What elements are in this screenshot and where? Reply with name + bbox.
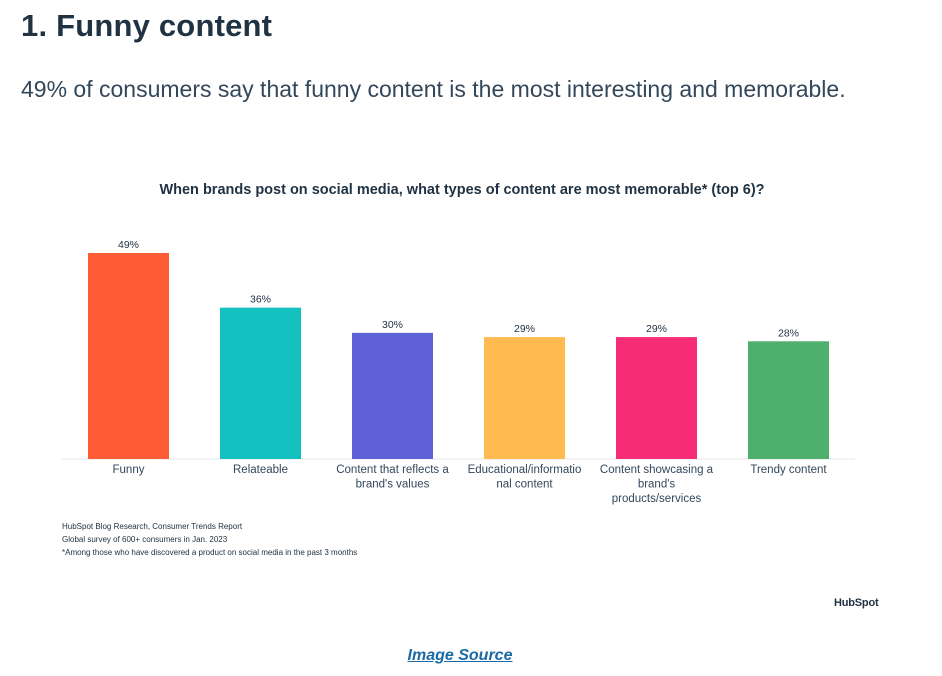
data-label-3: 29% <box>514 323 535 335</box>
data-label-2: 30% <box>382 319 403 331</box>
category-label-0: Funny <box>113 464 145 476</box>
data-label-5: 28% <box>778 327 799 339</box>
article-heading: 1. Funny content <box>21 8 273 43</box>
bar-2 <box>352 332 433 459</box>
category-label-4: Content showcasing a brand's products/serv… <box>600 464 714 505</box>
bar-1 <box>220 307 301 459</box>
bar-chart: 49% Funny 36% Relateable 30% Content that ref… <box>62 239 855 505</box>
chart-notes: HubSpot Blog Research, Consumer Trends R… <box>62 520 357 559</box>
chart-title: When brands post on social media, what t… <box>159 182 765 198</box>
note-source: HubSpot Blog Research, Consumer Trends R… <box>62 522 243 531</box>
bar-5 <box>748 341 829 459</box>
category-label-5: Trendy content <box>750 464 827 476</box>
bar-3 <box>484 337 565 459</box>
bar-0 <box>88 253 169 459</box>
note-footnote: *Among those who have discovered a produ… <box>62 548 358 557</box>
hubspot-logo: HubSpot <box>834 597 879 609</box>
image-source-link[interactable]: Image Source <box>407 647 513 664</box>
note-survey: Global survey of 600+ consumers in Jan. … <box>62 535 228 544</box>
data-label-4: 29% <box>646 323 667 335</box>
data-label-1: 36% <box>250 294 271 306</box>
bar-4 <box>616 337 697 459</box>
article-intro: 49% of consumers say that funny content … <box>21 76 846 102</box>
category-label-1: Relateable <box>233 464 288 476</box>
chart-card: When brands post on social media, what t… <box>0 160 942 630</box>
data-label-0: 49% <box>118 239 139 251</box>
category-label-2: Content that reflects a brand's values <box>336 464 449 491</box>
category-label-3: Educational/informatio nal content <box>468 464 582 491</box>
